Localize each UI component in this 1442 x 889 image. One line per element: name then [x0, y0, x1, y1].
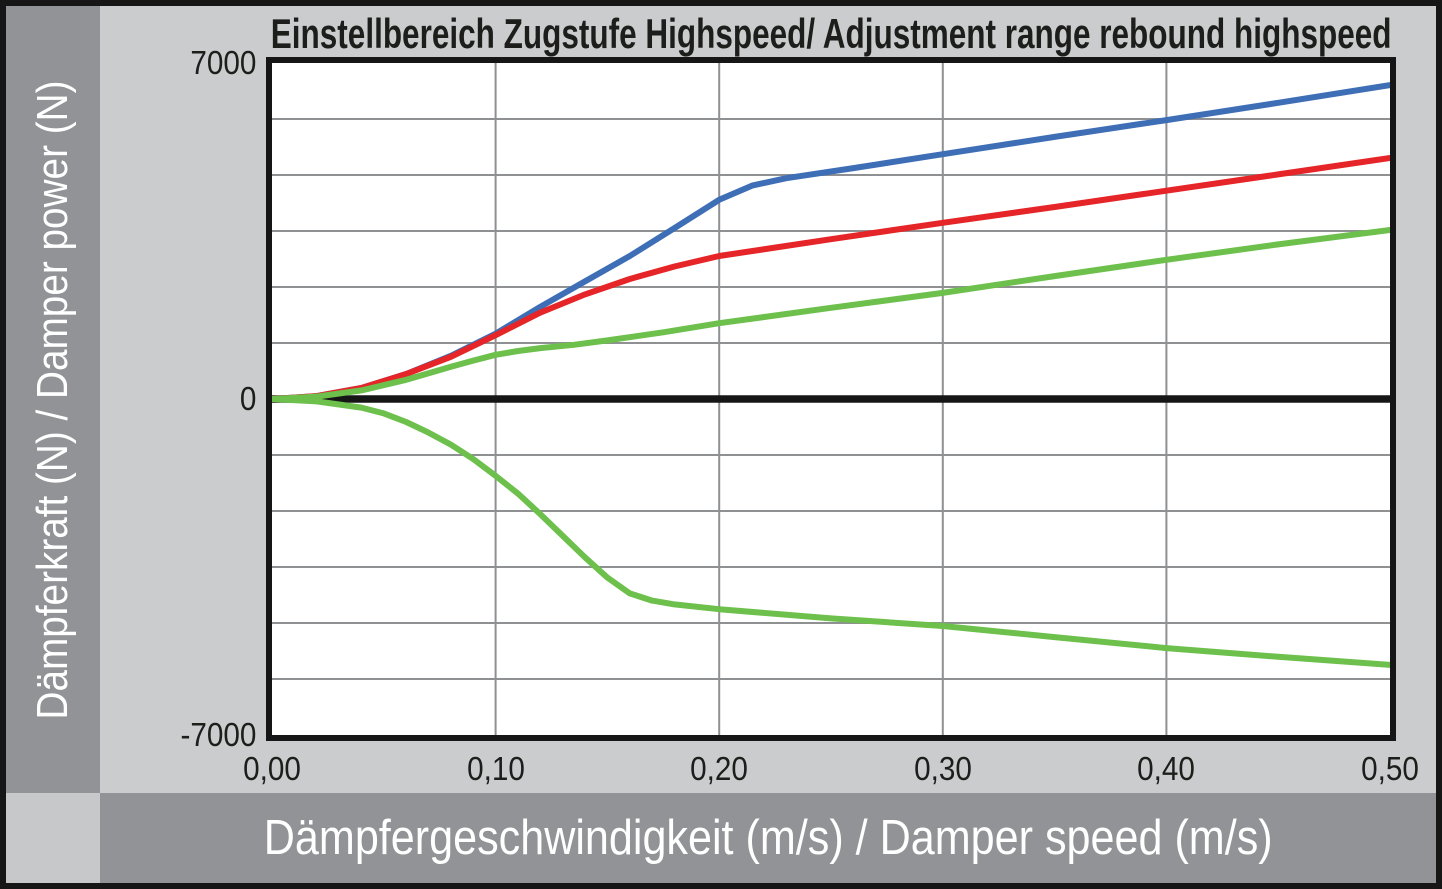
chart-title: Einstellbereich Zugstufe Highspeed/ Adju… [266, 10, 1396, 58]
x-tick-label: 0,00 [243, 750, 301, 787]
x-tick-label: 0,30 [913, 750, 972, 787]
chart-title-text: Einstellbereich Zugstufe Highspeed/ Adju… [270, 10, 1392, 57]
y-axis-label: Dämpferkraft (N) / Damper power (N) [28, 79, 78, 720]
x-tick-label: 0,20 [690, 750, 749, 787]
series-line-rebound-highspeed-mid-red [272, 155, 1390, 402]
x-tick-label: 0,10 [466, 750, 525, 787]
plot-area [266, 57, 1396, 741]
x-axis-label: Dämpfergeschwindigkeit (m/s) / Damper sp… [263, 811, 1273, 865]
plot-svg [272, 63, 1390, 735]
y-tick-label: 0 [239, 380, 256, 417]
x-tick-label: 0,50 [1361, 750, 1419, 787]
series-line-compression-green-lower [272, 396, 1390, 668]
x-tick-label: 0,40 [1137, 750, 1196, 787]
y-tick-label: 7000 [189, 44, 256, 81]
y-tick-label: -7000 [180, 716, 256, 753]
corner-spacer [6, 793, 100, 883]
y-axis-panel: Dämpferkraft (N) / Damper power (N) [6, 6, 100, 793]
x-axis-panel: Dämpfergeschwindigkeit (m/s) / Damper sp… [100, 793, 1436, 883]
series-line-rebound-highspeed-min-green [272, 227, 1390, 402]
